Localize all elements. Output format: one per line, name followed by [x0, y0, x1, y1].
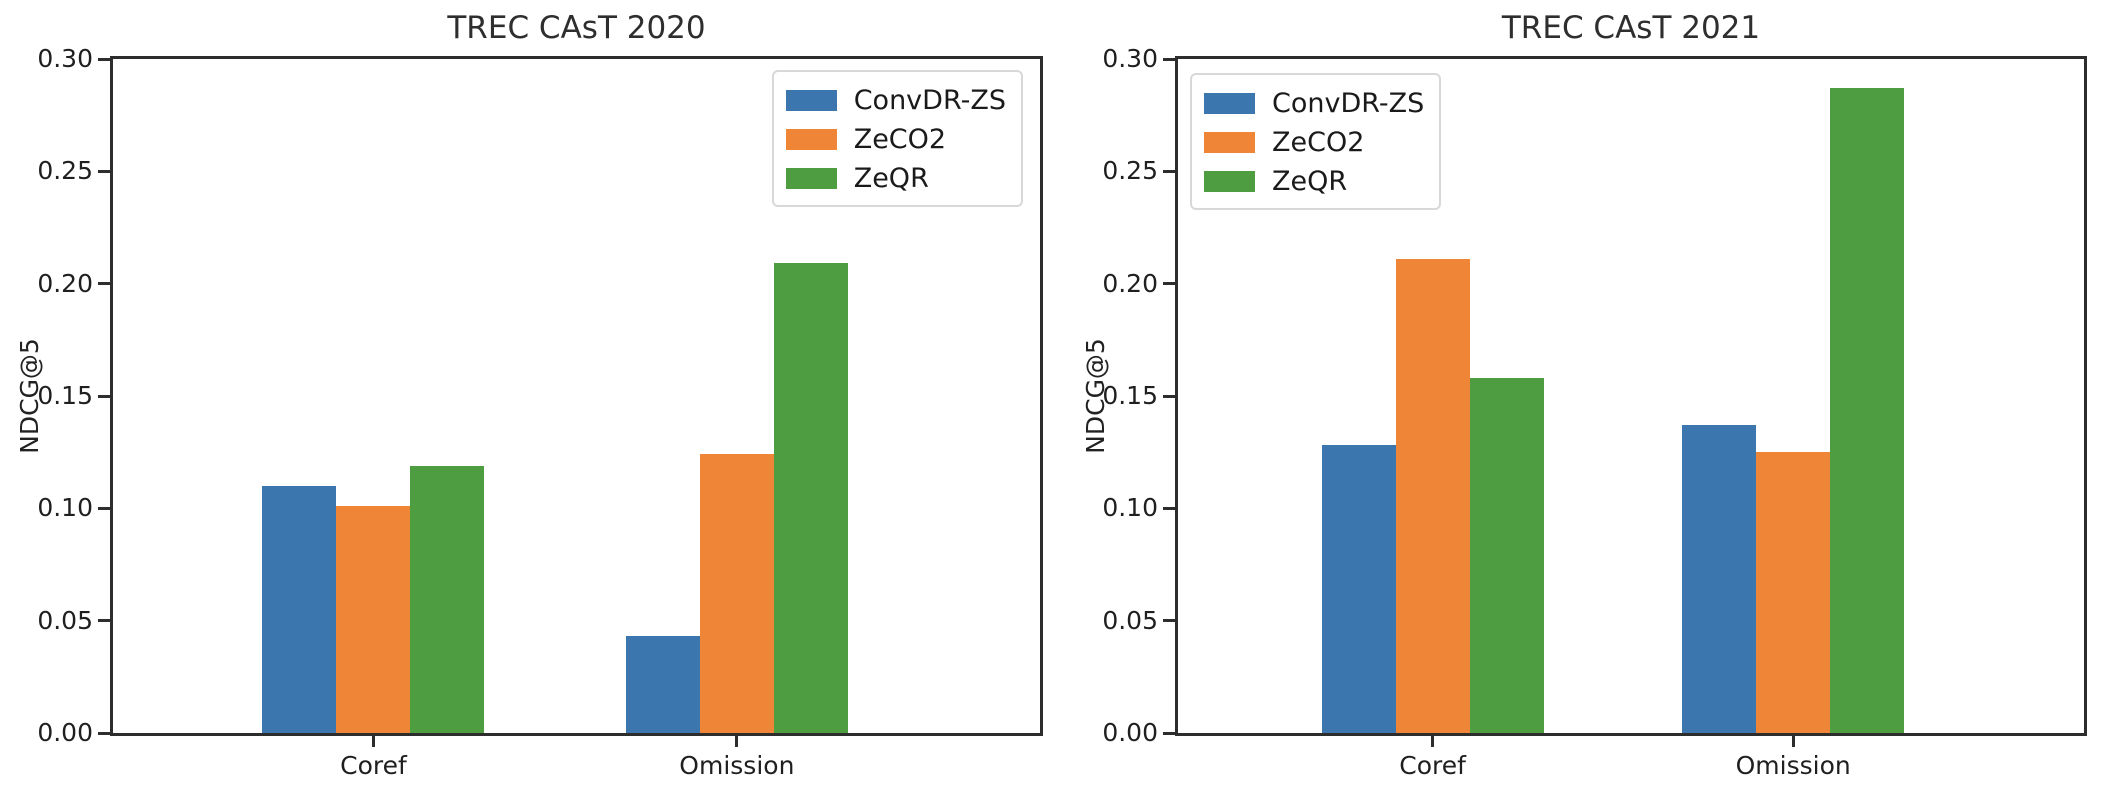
legend-swatch-zeqr [1204, 171, 1255, 192]
chart-panel-trec-cast-2020: TREC CAsT 2020 NDCG@5 0.00 0.05 0.10 0.15 0.… [15, 10, 1043, 780]
y-tick-label: 0.00 [1102, 718, 1158, 747]
x-tick-mark [371, 736, 375, 747]
y-tick-mark [1163, 619, 1175, 623]
bar-zeco2-omission [1756, 452, 1830, 733]
chart-panel-trec-cast-2021: TREC CAsT 2021 NDCG@5 0.00 0.05 0.10 0.15 0.… [1052, 0, 2104, 798]
y-tick-mark [1163, 394, 1175, 398]
bar-convdr-zs-coref [1322, 445, 1396, 733]
legend-item-convdr-zs: ConvDR-ZS [785, 81, 1006, 120]
legend-swatch-convdr-zs [1204, 93, 1255, 114]
legend-label: ZeQR [853, 163, 929, 194]
x-tick-mark [1431, 736, 1435, 747]
y-tick-mark [1163, 282, 1175, 286]
y-tick-label: 0.20 [37, 268, 93, 298]
bar-zeqr-coref [1470, 378, 1544, 733]
bar-zeco2-coref [1396, 259, 1470, 733]
x-tick-label-coref: Coref [1399, 751, 1466, 780]
legend-label: ConvDR-ZS [1272, 88, 1425, 119]
y-tick-mark [98, 169, 110, 173]
y-tick-mark [98, 394, 110, 398]
y-tick-mark [1163, 57, 1175, 61]
bar-zeco2-omission [700, 454, 774, 733]
y-tick-mark [1163, 169, 1175, 173]
bar-zeqr-omission [774, 263, 848, 733]
legend-label: ConvDR-ZS [853, 85, 1006, 116]
y-tick-label: 0.10 [37, 493, 93, 523]
legend-item-zeco2: ZeCO2 [1204, 123, 1424, 162]
y-tick-label: 0.20 [1102, 268, 1158, 298]
y-tick-mark [98, 619, 110, 623]
y-tick-label: 0.25 [1102, 156, 1158, 186]
y-tick-label: 0.25 [37, 156, 93, 186]
bar-zeqr-omission [1830, 88, 1904, 733]
bar-convdr-zs-omission [1682, 425, 1756, 733]
x-tick-label-omission: Omission [679, 751, 795, 780]
legend: ConvDR-ZS ZeCO2 ZeQR [771, 70, 1023, 207]
legend-label: ZeCO2 [853, 124, 947, 155]
legend-item-zeco2: ZeCO2 [785, 120, 1006, 159]
y-tick-label: 0.15 [1102, 381, 1158, 410]
x-tick-label-coref: Coref [340, 751, 407, 780]
bar-convdr-zs-omission [626, 636, 700, 733]
x-tick-mark [1791, 736, 1795, 747]
y-tick-label: 0.00 [37, 718, 93, 747]
y-tick-label: 0.15 [37, 381, 93, 410]
y-tick-label: 0.10 [1102, 493, 1158, 523]
bar-zeqr-coref [410, 466, 484, 733]
legend-swatch-zeco2 [1204, 132, 1255, 153]
chart-title: TREC CAsT 2020 [447, 10, 706, 46]
legend-item-zeqr: ZeQR [1204, 162, 1424, 201]
legend-item-convdr-zs: ConvDR-ZS [1204, 84, 1424, 123]
x-tick-label-omission: Omission [1735, 751, 1851, 780]
legend-swatch-zeqr [785, 168, 837, 189]
legend: ConvDR-ZS ZeCO2 ZeQR [1190, 73, 1442, 210]
chart-title: TREC CAsT 2021 [1501, 10, 1761, 46]
y-tick-mark [98, 731, 110, 735]
y-tick-mark [1163, 731, 1175, 735]
x-tick-mark [735, 736, 739, 747]
legend-label: ZeCO2 [1272, 127, 1365, 158]
y-tick-mark [98, 506, 110, 510]
y-tick-label: 0.05 [1102, 605, 1158, 635]
legend-label: ZeQR [1272, 166, 1348, 197]
bar-zeco2-coref [336, 506, 410, 733]
bar-convdr-zs-coref [262, 486, 336, 733]
legend-swatch-convdr-zs [785, 90, 837, 111]
legend-item-zeqr: ZeQR [785, 159, 1006, 198]
y-tick-label: 0.05 [37, 605, 93, 635]
y-tick-mark [98, 282, 110, 286]
legend-swatch-zeco2 [785, 129, 837, 150]
y-tick-label: 0.30 [1102, 44, 1158, 73]
y-tick-mark [1163, 506, 1175, 510]
y-tick-mark [98, 57, 110, 61]
y-tick-label: 0.30 [37, 44, 93, 73]
